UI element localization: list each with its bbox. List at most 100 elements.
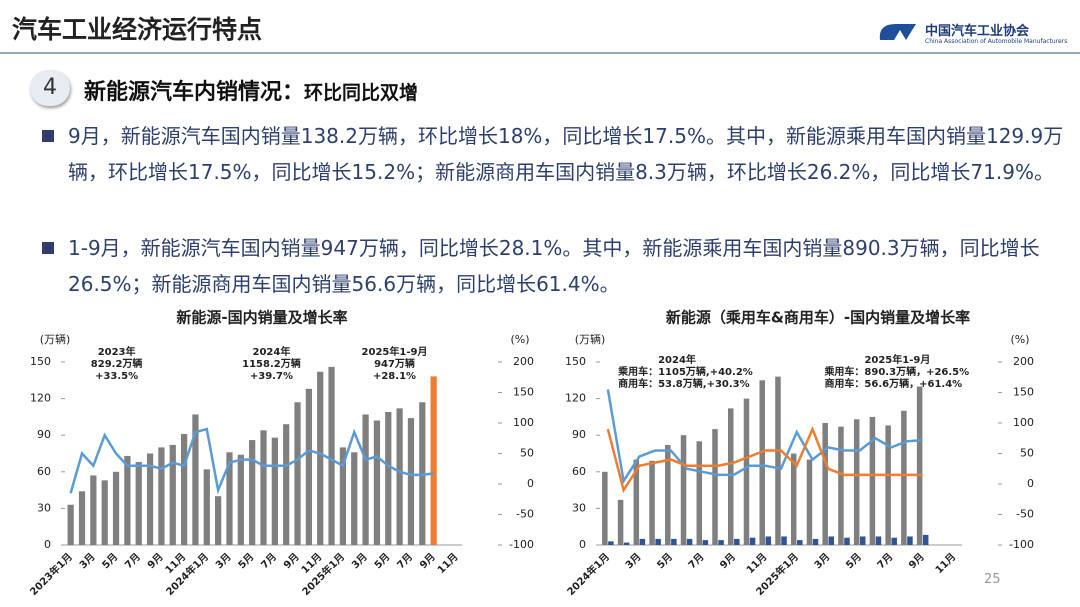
bar [385,412,392,545]
x-tick-label: 5月 [843,551,863,571]
bar [718,540,724,545]
y-tick-label: 90 [37,428,51,441]
bar [775,376,781,545]
bar [328,366,335,545]
annotation: 商用车：56.6万辆，+61.4% [824,377,962,390]
y-axis-label: (万辆) [575,332,606,346]
bar [430,376,437,545]
bar [617,499,624,545]
bar [260,430,267,545]
y2-tick-label: 100 [1013,416,1034,429]
line [606,389,923,485]
bar [916,386,923,545]
x-tick-label: 9月 [906,551,926,571]
bar [759,380,765,545]
bar [838,426,844,545]
bar [146,453,154,545]
y-tick-label: 120 [565,392,586,405]
bar [665,444,671,545]
bar [743,398,750,545]
line [69,427,434,495]
bar [853,419,860,545]
annotation: 乘用车：890.3万辆，+26.5% [823,365,969,378]
section-heading: 新能源汽车内销情况：环比同比双增 [84,74,418,106]
chart-title: 新能源（乘用车&商用车）-国内销量及增长率 [666,309,970,327]
bar [226,452,233,545]
y2-tick-label: 150 [513,386,534,399]
bar [602,471,608,545]
bar [680,435,687,545]
line [606,425,923,494]
x-tick-label: 3月 [349,551,369,571]
x-tick-label: 11月 [435,551,460,576]
y2-tick-label: 100 [513,416,534,429]
bar [623,542,630,545]
x-tick-label: 7月 [686,551,706,571]
y-tick-label: 30 [37,501,51,514]
annotation: 2023年 [98,345,136,358]
y-tick-label: 0 [44,538,51,551]
bar [180,433,188,545]
bar [124,455,131,545]
y2-tick-label: 0 [1027,477,1034,490]
y2-tick-label: -50 [516,508,534,521]
y2-tick-label: 50 [520,447,534,460]
bar [806,459,813,545]
bar [686,538,693,545]
bar [828,536,835,545]
bar [237,454,244,545]
bar [901,410,907,545]
bar [112,471,120,545]
bar [67,504,74,545]
bar [907,536,913,545]
x-tick-label: 7月 [875,551,895,571]
x-tick-label: 3月 [213,551,233,571]
bar [891,537,897,545]
y2-tick-label: 200 [513,355,534,368]
bar [294,402,301,545]
bar [633,459,640,545]
bar [696,441,703,545]
annotation: 2025年1-9月 [362,345,428,358]
y-tick-label: 150 [30,355,51,368]
annotation: 2024年 [658,353,696,366]
slide-title: 汽车工业经济运行特点 [12,15,263,44]
bar [781,536,787,545]
y-tick-label: 120 [30,392,51,405]
bar [101,480,108,545]
x-tick-label: 11月 [744,551,769,576]
page-number: 25 [984,572,1001,587]
y-tick-label: 150 [565,355,586,368]
y-tick-label: 90 [572,428,586,441]
annotation: +28.1% [373,371,416,382]
x-tick-label: 7月 [122,551,142,571]
bar [90,475,97,545]
x-tick-label: 3月 [812,551,832,571]
annotation: 2024年 [253,345,291,358]
bar [135,462,142,545]
bar [317,371,324,545]
bar [203,469,210,545]
bar [362,414,369,545]
bar [339,447,347,545]
bar [712,429,718,545]
bar [859,536,866,545]
logo [879,24,916,40]
org-name: 中国汽车工业协会 [925,24,1030,39]
y2-tick-label: 150 [1013,386,1034,399]
x-tick-label: 3月 [623,551,643,571]
x-tick-label: 2024年1月 [564,550,612,598]
x-tick-label: 7月 [259,551,279,571]
annotation: 947万辆 [374,357,415,370]
bar [283,424,290,545]
bullet: 1-9月，新能源汽车国内销量947万辆，同比增长28.1%。其中，新能源乘用车国… [40,230,1080,302]
bullet: 9月，新能源汽车国内销量138.2万辆，环比增长18%，同比增长17.5%。其中… [40,118,1080,190]
x-tick-label: 7月 [395,551,415,571]
bar [885,425,891,545]
y2-axis-label: (%) [510,333,529,346]
x-tick-label: 5月 [655,551,675,571]
y2-tick-label: 0 [527,477,534,490]
annotation: +39.7% [250,371,293,382]
bar [671,538,677,545]
